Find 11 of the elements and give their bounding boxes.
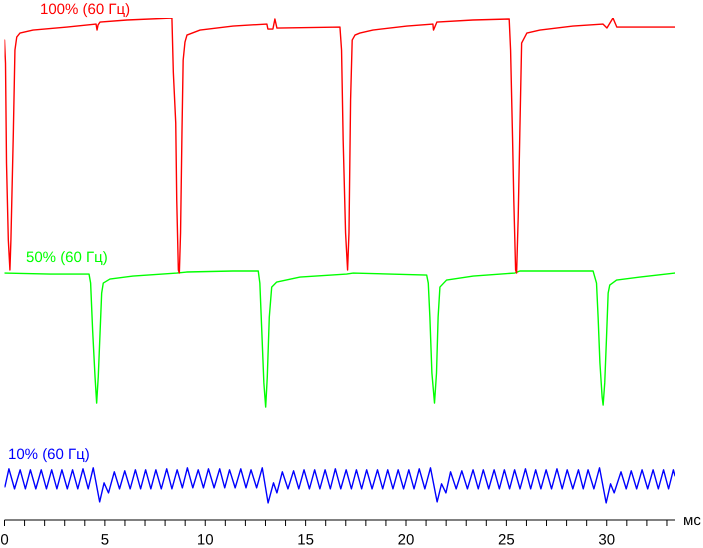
x-tick-label: 15 bbox=[297, 532, 314, 548]
x-tick-label: 10 bbox=[196, 532, 214, 548]
x-tick-label: 20 bbox=[398, 532, 414, 548]
x-tick-label: 5 bbox=[100, 532, 110, 548]
x-tick-label: 25 bbox=[498, 532, 515, 548]
x-axis-title: мс bbox=[683, 512, 702, 528]
series-label: 50% (60 Гц) bbox=[26, 249, 108, 266]
series-label: 100% (60 Гц) bbox=[40, 1, 130, 18]
series-label: 10% (60 Гц) bbox=[8, 446, 90, 463]
x-tick-label: 0 bbox=[0, 532, 9, 548]
x-tick-label: 30 bbox=[598, 532, 616, 548]
